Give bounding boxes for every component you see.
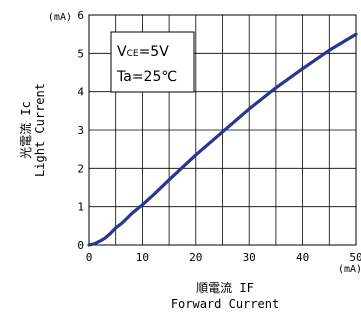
x-tick-label: 40	[296, 251, 309, 264]
y-axis-title-en: Light Current	[33, 83, 47, 177]
x-tick-label: 20	[189, 251, 202, 264]
y-tick-label: 5	[77, 47, 84, 60]
series-line	[87, 32, 358, 247]
series-group	[87, 32, 358, 247]
x-tick-label: 50	[349, 251, 361, 264]
legend-vce-main: V	[117, 44, 127, 60]
x-tick-label: 0	[86, 251, 93, 264]
legend: VCE=5V Ta=25℃	[110, 31, 195, 93]
legend-box	[110, 31, 195, 93]
x-unit-label: (mA)	[338, 264, 361, 275]
x-tick-label: 30	[243, 251, 256, 264]
legend-vce-sub: CE	[127, 49, 139, 59]
y-tick-label: 4	[77, 86, 84, 99]
legend-line1: VCE=5V	[117, 44, 169, 60]
x-tick-label: 10	[136, 251, 149, 264]
y-tick-label: 3	[77, 124, 84, 137]
y-axis-title-jp: 光電流 Ic	[19, 101, 33, 159]
plot-frame	[88, 14, 357, 246]
tick-labels: 0 10 20 30 40 50 0 1 2 3 4 5 6	[77, 9, 361, 264]
x-axis-title-jp: 順電流 IF	[196, 281, 254, 295]
y-tick-label: 1	[77, 201, 84, 214]
x-axis-title-en: Forward Current	[171, 297, 279, 311]
y-tick-label: 6	[77, 9, 84, 22]
legend-vce-value: =5V	[139, 44, 170, 60]
y-unit-label: (mA)	[48, 12, 72, 23]
y-axis-title: 光電流 Ic Light Current	[19, 83, 47, 177]
y-tick-label: 0	[77, 239, 84, 252]
legend-line2: Ta=25℃	[116, 69, 177, 85]
y-tick-label: 2	[77, 162, 84, 175]
